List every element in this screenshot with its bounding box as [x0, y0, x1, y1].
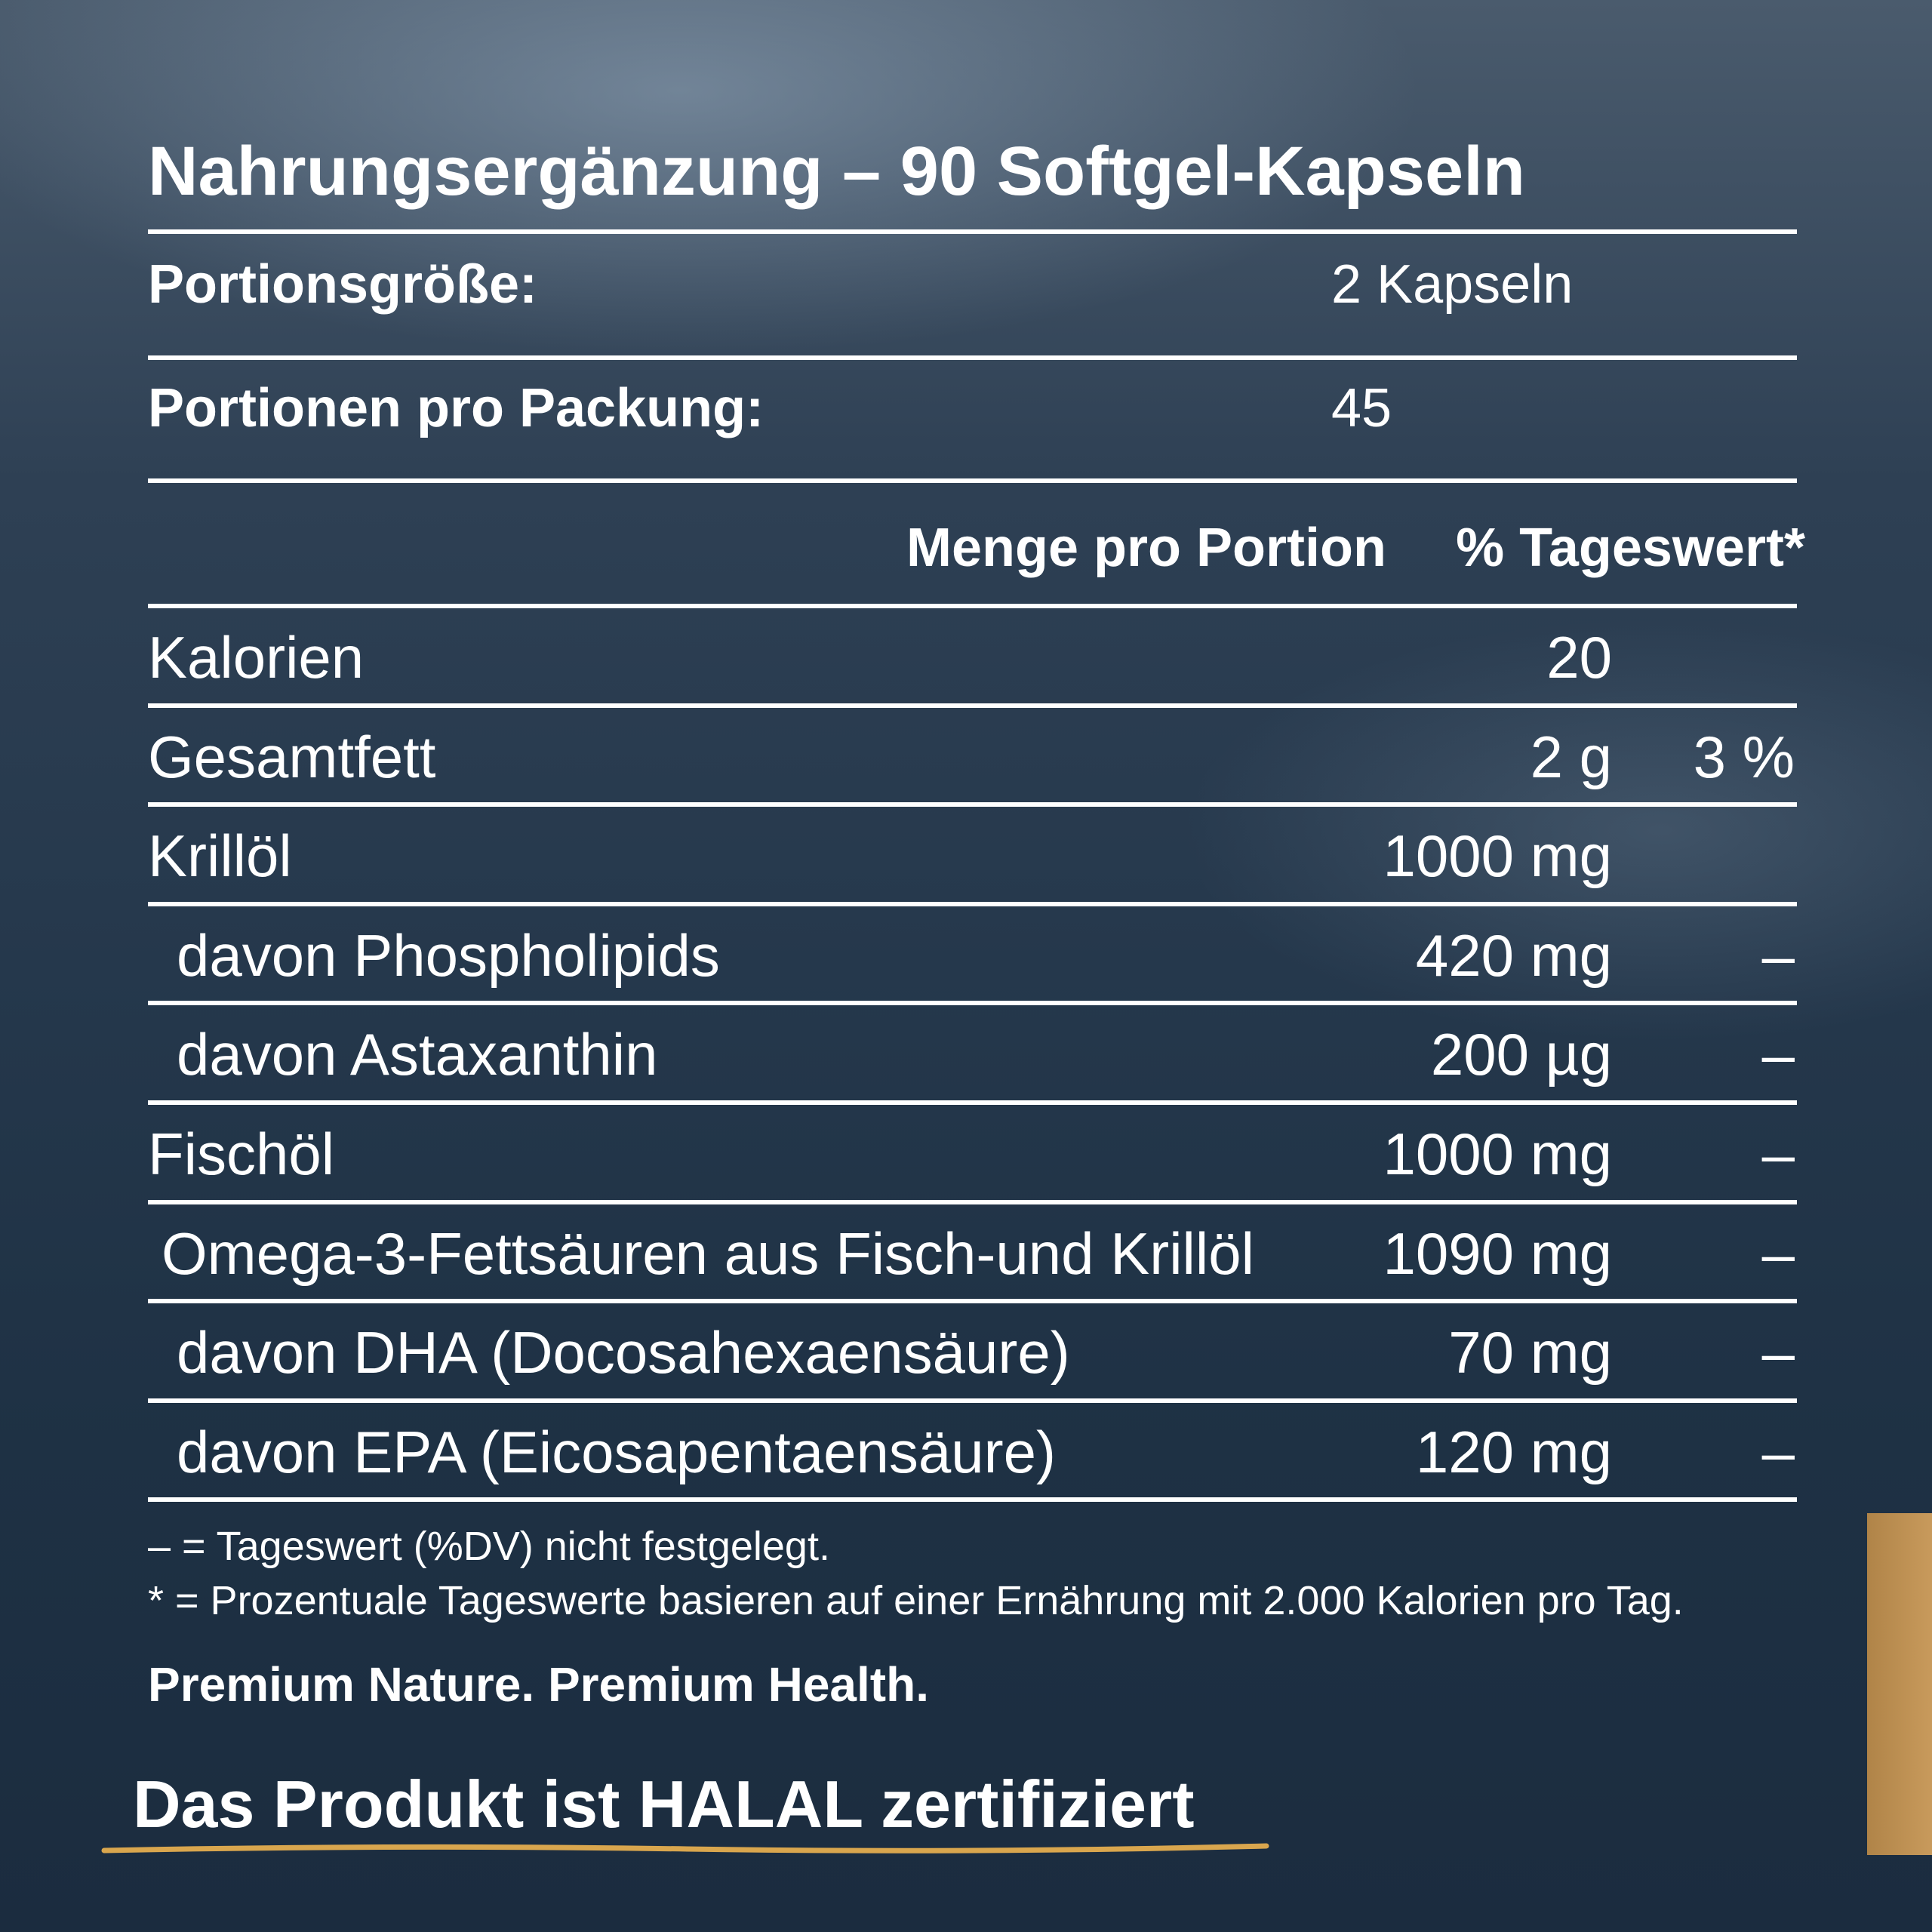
rule [148, 229, 1797, 234]
rule [148, 802, 1797, 808]
serving-label: Portionsgröße: [148, 254, 537, 315]
rule [148, 1497, 1797, 1503]
row-dv: – [1761, 1121, 1795, 1187]
rule [148, 1199, 1797, 1204]
rule [148, 604, 1797, 608]
title: Nahrungsergänzung – 90 Softgel-Kapseln [148, 133, 1525, 210]
row-amount: 1000 mg [1383, 823, 1612, 890]
rule [148, 1398, 1797, 1403]
row-name: Kalorien [148, 624, 365, 691]
row-amount: 2 g [1530, 723, 1612, 790]
row-name: davon Astaxanthin [177, 1021, 658, 1088]
row-name: Fischöl [148, 1121, 335, 1187]
row-dv: – [1761, 1418, 1795, 1485]
row-dv: – [1761, 1319, 1795, 1386]
column-header: Menge pro Portion [906, 518, 1386, 578]
rule [148, 355, 1797, 360]
underline [101, 1843, 1269, 1854]
row-name: Krillöl [148, 823, 292, 890]
serving-value: 45 [1331, 378, 1392, 438]
row-amount: 1000 mg [1383, 1121, 1612, 1187]
rule [148, 1001, 1797, 1006]
rule [148, 703, 1797, 708]
footnote: – = Tageswert (%DV) nicht festgelegt. [148, 1524, 830, 1569]
row-dv: – [1761, 921, 1795, 989]
rule [148, 1100, 1797, 1105]
rule [148, 478, 1797, 483]
row-name: davon DHA (Docosahexaensäure) [177, 1319, 1070, 1386]
footnote: * = Prozentuale Tageswerte basieren auf … [148, 1578, 1684, 1623]
row-name: davon EPA (Eicosapentaensäure) [177, 1418, 1056, 1485]
serving-value: 2 Kapseln [1331, 254, 1574, 315]
row-amount: 70 mg [1448, 1319, 1612, 1386]
row-amount: 20 [1546, 624, 1612, 691]
column-header: % Tageswert* [1456, 518, 1805, 578]
row-amount: 420 mg [1415, 921, 1612, 989]
row-amount: 1090 mg [1383, 1220, 1612, 1287]
package-edge [1867, 1513, 1932, 1855]
halal-note: Das Produkt ist HALAL zertifiziert [133, 1767, 1195, 1841]
row-name: Omega-3-Fettsäuren aus Fisch-und Krillöl [162, 1220, 1254, 1287]
row-dv: 3 % [1693, 723, 1795, 790]
row-name: Gesamtfett [148, 723, 436, 790]
rule [148, 901, 1797, 906]
row-dv: – [1761, 1021, 1795, 1088]
row-dv: – [1761, 1220, 1795, 1287]
row-amount: 120 mg [1415, 1418, 1612, 1485]
serving-label: Portionen pro Packung: [148, 378, 764, 438]
row-amount: 200 µg [1430, 1021, 1612, 1088]
row-name: davon Phospholipids [177, 921, 720, 989]
rule [148, 1299, 1797, 1304]
slogan: Premium Nature. Premium Health. [148, 1657, 929, 1712]
